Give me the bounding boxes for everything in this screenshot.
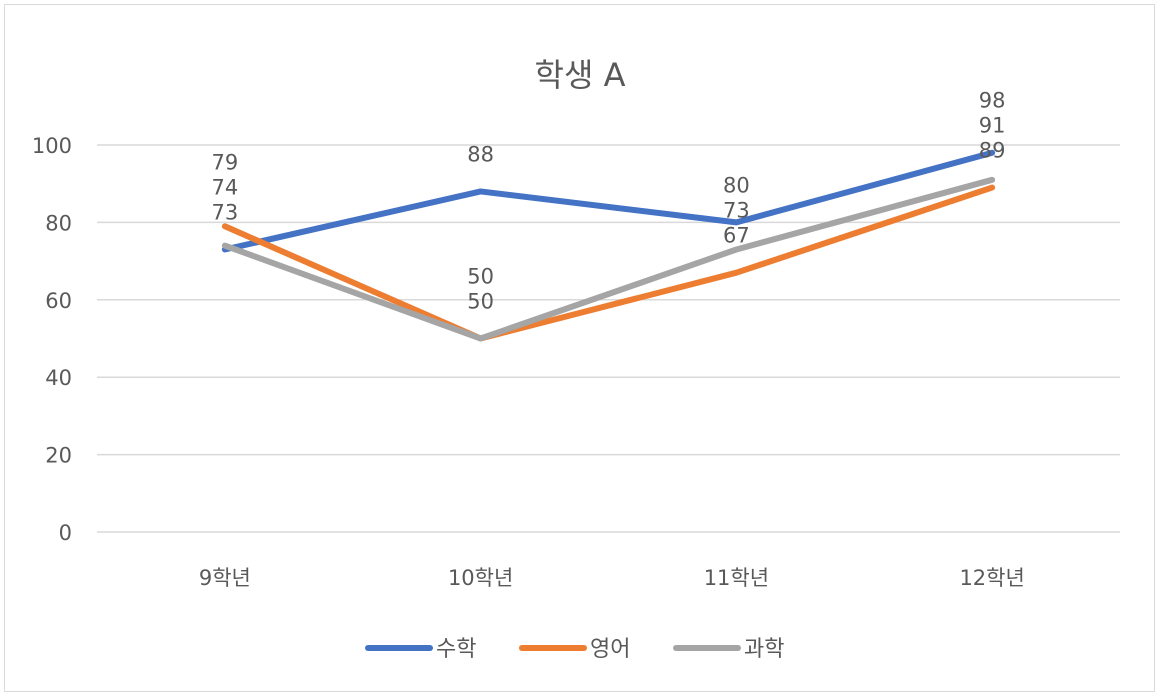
data-label: 80 — [723, 173, 750, 197]
data-label: 73 — [212, 200, 239, 224]
data-label: 50 — [467, 265, 494, 289]
legend-label: 영어 — [590, 637, 630, 662]
chart-frame — [4, 4, 1155, 692]
y-tick-label: 40 — [45, 366, 72, 390]
series-line-과학 — [221, 176, 996, 342]
data-label: 88 — [467, 142, 494, 166]
data-label: 91 — [979, 114, 1006, 138]
data-label: 50 — [467, 290, 494, 314]
legend-label: 과학 — [744, 637, 784, 662]
series-line-영어 — [221, 184, 996, 342]
legend: 수학 영어 과학 — [365, 637, 784, 662]
y-tick-label: 60 — [45, 289, 72, 313]
series-line-수학 — [221, 149, 996, 253]
data-label: 79 — [212, 150, 239, 174]
data-label: 73 — [723, 199, 750, 223]
y-tick-label: 20 — [45, 444, 72, 468]
x-tick-label: 9학년 — [199, 566, 251, 590]
y-tick-label: 0 — [59, 521, 72, 545]
x-tick-label: 11학년 — [704, 566, 769, 590]
chart-title: 학생 A — [535, 56, 626, 94]
grid: 0 20 40 60 80 100 9학년 10학년 11학년 12학년 — [32, 134, 1120, 590]
series-lines — [221, 149, 996, 342]
y-tick-label: 100 — [32, 134, 72, 158]
y-tick-label: 80 — [45, 211, 72, 235]
legend-label: 수학 — [436, 637, 476, 662]
x-tick-label: 10학년 — [448, 566, 513, 590]
data-label: 89 — [979, 139, 1006, 163]
x-tick-label: 12학년 — [959, 566, 1024, 590]
data-label: 67 — [723, 224, 750, 248]
data-label: 98 — [979, 89, 1006, 113]
data-label: 74 — [212, 175, 239, 199]
